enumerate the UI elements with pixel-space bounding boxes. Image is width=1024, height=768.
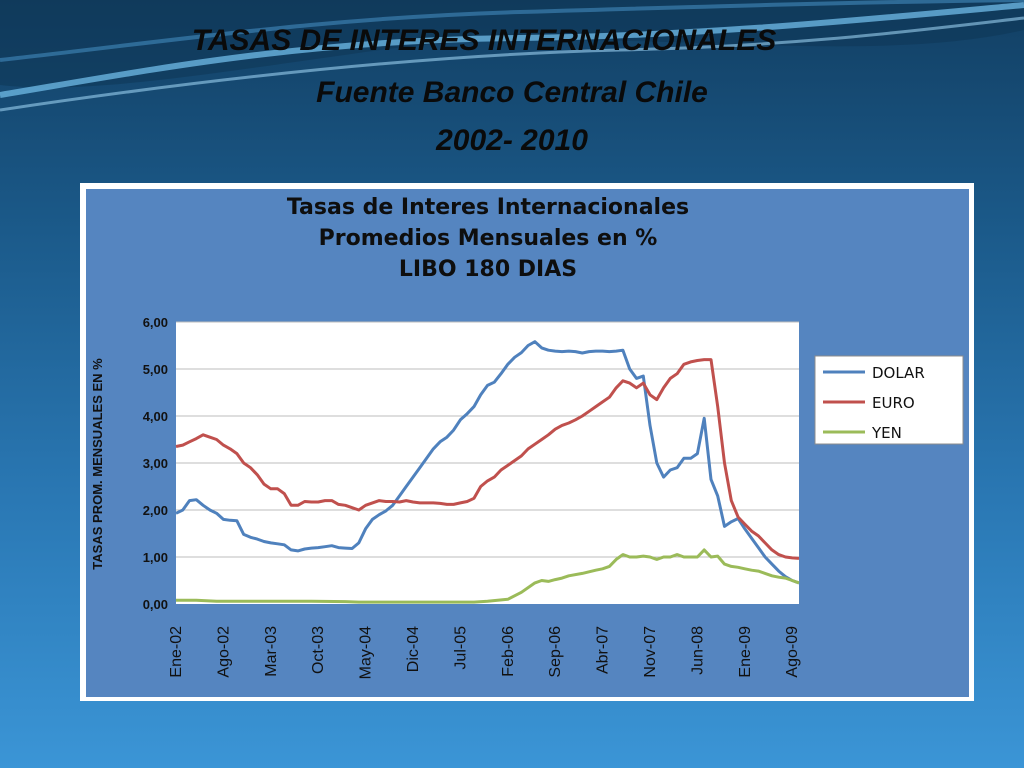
- series-line-yen: [176, 548, 800, 604]
- y-axis-label: TASAS PROM. MENSUALES EN %: [90, 358, 105, 570]
- chart-title-line-3: LIBO 180 DIAS: [399, 257, 577, 282]
- x-tick-label: Jun-08: [689, 626, 706, 675]
- x-tick-label: Abr-07: [595, 626, 612, 674]
- x-tick-label: Mar-03: [263, 626, 280, 677]
- x-tick-label: Feb-06: [500, 626, 517, 677]
- decorative-waves: [0, 0, 1024, 112]
- y-tick-label: 3,00: [143, 456, 168, 471]
- slide-title: TASAS DE INTERES INTERNACIONALES: [191, 24, 777, 57]
- x-tick-label: Dic-04: [405, 626, 422, 672]
- x-tick-label: Ene-02: [168, 626, 185, 678]
- series-line-dolar: [175, 340, 800, 585]
- x-tick-label: Ene-09: [737, 626, 754, 678]
- chart-title-line-2: Promedios Mensuales en %: [319, 226, 658, 251]
- y-tick-label: 6,00: [143, 315, 168, 330]
- chart-title-line-1: Tasas de Interes Internacionales: [287, 195, 689, 220]
- slide-subtitle-years: 2002- 2010: [436, 124, 588, 157]
- series-line-euro: [175, 358, 800, 560]
- x-tick-label: Ago-09: [784, 626, 801, 678]
- chart-frame: Tasas de Interes Internacionales Promedi…: [80, 183, 974, 701]
- x-tick-label: Oct-03: [310, 626, 327, 674]
- libo-rate-chart: Tasas de Interes Internacionales Promedi…: [86, 189, 969, 697]
- y-tick-label: 5,00: [143, 362, 168, 377]
- slide-subtitle-source: Fuente Banco Central Chile: [316, 76, 708, 109]
- legend-label-yen: YEN: [871, 424, 902, 442]
- x-tick-label: Ago-02: [215, 626, 232, 678]
- x-tick-label: Jul-05: [452, 626, 469, 670]
- legend-label-euro: EURO: [872, 394, 915, 412]
- y-tick-label: 0,00: [143, 597, 168, 612]
- y-tick-label: 1,00: [143, 550, 168, 565]
- x-tick-label: Sep-06: [547, 626, 564, 678]
- y-tick-label: 2,00: [143, 503, 168, 518]
- legend-label-dolar: DOLAR: [872, 364, 925, 382]
- x-tick-label: May-04: [358, 626, 375, 679]
- x-tick-label: Nov-07: [642, 626, 659, 678]
- legend: DOLAR EURO YEN: [814, 355, 964, 445]
- y-tick-label: 4,00: [143, 409, 168, 424]
